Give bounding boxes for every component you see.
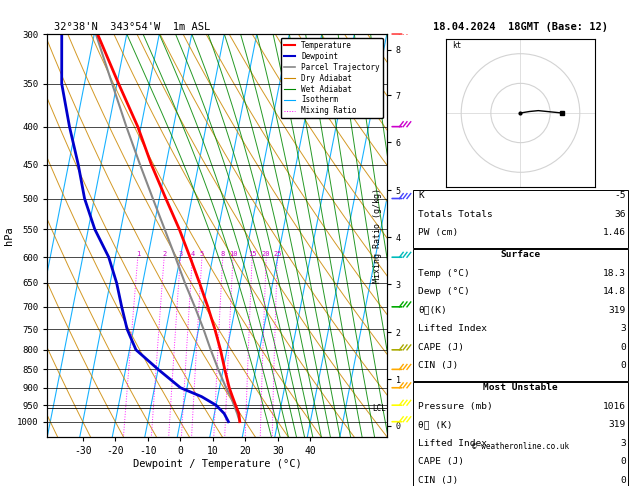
Text: Surface: Surface <box>501 250 540 260</box>
Text: 15: 15 <box>248 251 257 257</box>
Text: Dewp (°C): Dewp (°C) <box>418 287 470 296</box>
Text: Mixing Ratio (g/kg): Mixing Ratio (g/kg) <box>373 188 382 283</box>
Text: 0: 0 <box>620 457 626 467</box>
Text: 1.46: 1.46 <box>603 228 626 238</box>
Text: 25: 25 <box>273 251 282 257</box>
Y-axis label: hPa: hPa <box>4 226 14 245</box>
Text: 8: 8 <box>221 251 225 257</box>
Text: 2: 2 <box>162 251 166 257</box>
Text: Lifted Index: Lifted Index <box>418 439 487 448</box>
Text: CIN (J): CIN (J) <box>418 476 459 485</box>
Text: 3: 3 <box>178 251 182 257</box>
Text: LCL: LCL <box>372 404 386 413</box>
Text: θᴇ (K): θᴇ (K) <box>418 420 453 430</box>
Text: 0: 0 <box>620 343 626 352</box>
Text: 10: 10 <box>229 251 237 257</box>
Text: PW (cm): PW (cm) <box>418 228 459 238</box>
Text: 1016: 1016 <box>603 402 626 411</box>
Text: CAPE (J): CAPE (J) <box>418 343 464 352</box>
Text: 1: 1 <box>136 251 140 257</box>
Text: 18.3: 18.3 <box>603 269 626 278</box>
Text: 319: 319 <box>609 420 626 430</box>
Text: 32°38'N  343°54'W  1m ASL: 32°38'N 343°54'W 1m ASL <box>54 22 210 32</box>
Text: K: K <box>418 191 424 201</box>
Text: 4: 4 <box>191 251 194 257</box>
Text: Most Unstable: Most Unstable <box>483 383 558 393</box>
Text: 18.04.2024  18GMT (Base: 12): 18.04.2024 18GMT (Base: 12) <box>433 21 608 32</box>
Text: 319: 319 <box>609 306 626 315</box>
Text: 5: 5 <box>200 251 204 257</box>
Text: Pressure (mb): Pressure (mb) <box>418 402 493 411</box>
Y-axis label: km
ASL: km ASL <box>418 226 434 245</box>
Text: Temp (°C): Temp (°C) <box>418 269 470 278</box>
Text: -5: -5 <box>615 191 626 201</box>
Text: 0: 0 <box>620 476 626 485</box>
Text: 3: 3 <box>620 324 626 333</box>
Text: θᴇ(K): θᴇ(K) <box>418 306 447 315</box>
Text: 20: 20 <box>262 251 270 257</box>
Text: © weatheronline.co.uk: © weatheronline.co.uk <box>472 442 569 451</box>
Legend: Temperature, Dewpoint, Parcel Trajectory, Dry Adiabat, Wet Adiabat, Isotherm, Mi: Temperature, Dewpoint, Parcel Trajectory… <box>281 38 383 119</box>
Text: Totals Totals: Totals Totals <box>418 210 493 219</box>
Text: CAPE (J): CAPE (J) <box>418 457 464 467</box>
Text: 36: 36 <box>615 210 626 219</box>
Text: 3: 3 <box>620 439 626 448</box>
Text: 14.8: 14.8 <box>603 287 626 296</box>
Text: 0: 0 <box>620 361 626 370</box>
Text: Lifted Index: Lifted Index <box>418 324 487 333</box>
Text: CIN (J): CIN (J) <box>418 361 459 370</box>
X-axis label: Dewpoint / Temperature (°C): Dewpoint / Temperature (°C) <box>133 459 301 469</box>
Text: kt: kt <box>452 41 462 50</box>
